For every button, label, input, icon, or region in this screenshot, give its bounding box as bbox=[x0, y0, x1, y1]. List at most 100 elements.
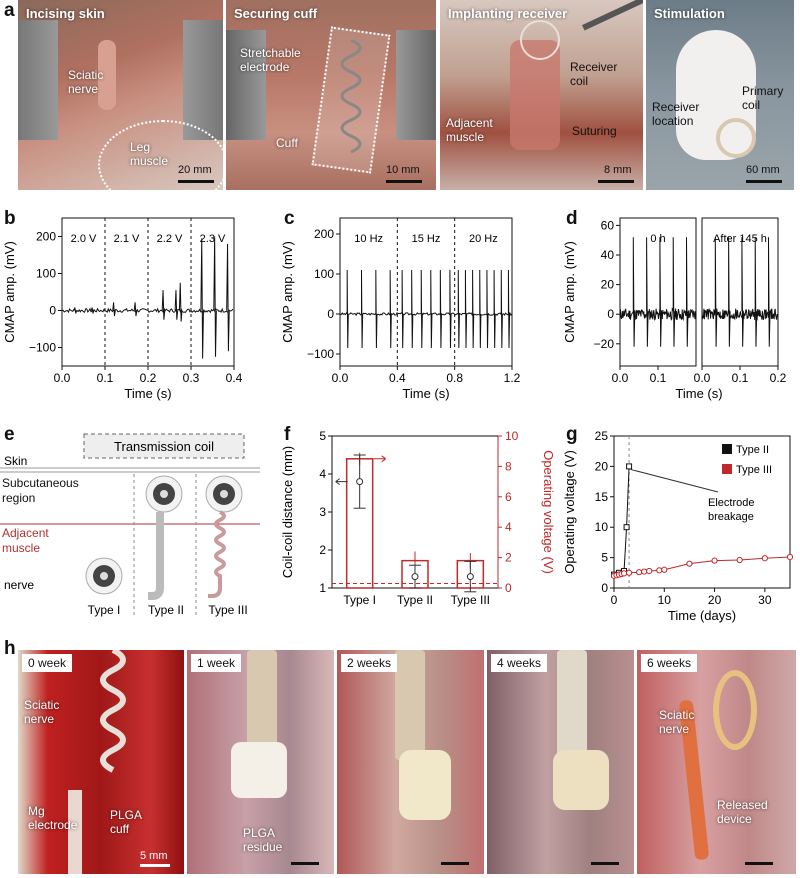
cmap-spike bbox=[161, 290, 166, 320]
y-axis-label: Operating voltage (V) bbox=[562, 450, 577, 574]
x-tick-label: 0.0 bbox=[54, 371, 71, 385]
scale-bar bbox=[745, 862, 773, 865]
y-tick-label: 5 bbox=[601, 551, 608, 565]
scale-label: 5 mm bbox=[140, 850, 168, 862]
annotation-primary-coil: Primary coil bbox=[742, 84, 784, 112]
cmap-spike bbox=[213, 236, 217, 357]
cmap-spike bbox=[493, 269, 496, 349]
y-tick-label: 100 bbox=[36, 267, 56, 281]
annotation-cuff: Cuff bbox=[276, 136, 298, 150]
week-label: 2 weeks bbox=[341, 654, 398, 672]
cmap-spike bbox=[401, 269, 404, 349]
layer-nerve: nerve bbox=[4, 578, 34, 592]
segment-label: 15 Hz bbox=[412, 233, 441, 245]
layer-adjacent-muscle: Adjacent muscle bbox=[2, 526, 49, 555]
cmap-spike bbox=[714, 237, 718, 347]
condition-label: 0 h bbox=[650, 233, 665, 245]
cmap-spike bbox=[361, 269, 364, 349]
cmap-spike bbox=[686, 237, 689, 347]
cmap-spike bbox=[90, 307, 95, 314]
legend-label: Type II bbox=[736, 444, 769, 456]
y-axis-label: CMAP amp. (mV) bbox=[280, 241, 295, 343]
x-tick-label: 0.0 bbox=[332, 371, 349, 385]
x-tick-label: 0.1 bbox=[97, 371, 114, 385]
chart-b-cmap-voltage: 0.0 0.1 0.2 0.3 0.4 −100 0 100 200 Time (s) CMAP a… bbox=[2, 217, 243, 401]
left-axis-arrow bbox=[335, 478, 348, 485]
panel-label-h: h bbox=[4, 638, 16, 659]
y-tick-label: 5 bbox=[319, 429, 326, 443]
segment-label: 2.1 V bbox=[114, 233, 140, 245]
type-iii-point bbox=[761, 555, 768, 562]
y-tick-label: −20 bbox=[594, 337, 615, 351]
chart-g-operating-voltage: 0 10 20 30 0 5 10 15 20 25 Time (days) Operating vo… bbox=[562, 429, 794, 623]
annotation-sciatic-nerve: Sciatic nerve bbox=[68, 68, 104, 96]
scale-bar bbox=[598, 180, 634, 183]
transmission-coil-label: Transmission coil bbox=[114, 439, 214, 454]
x-tick-label: 30 bbox=[758, 593, 772, 607]
legend-label: Type III bbox=[736, 464, 772, 476]
cmap-spike bbox=[200, 238, 204, 359]
cmap-spike bbox=[389, 269, 392, 349]
x-tick-label: 0.2 bbox=[770, 371, 787, 385]
type-ii-receiver-icon bbox=[145, 475, 183, 600]
type-iii-label: Type III bbox=[208, 603, 247, 617]
x-tick-label: Type III bbox=[451, 593, 490, 607]
photo-title: Securing cuff bbox=[234, 6, 318, 21]
photo-title: Implanting receiver bbox=[448, 6, 568, 21]
cmap-spike bbox=[411, 269, 414, 349]
y-right-tick-label: 6 bbox=[505, 490, 512, 504]
segment-label: 20 Hz bbox=[469, 233, 498, 245]
panel-label-d: d bbox=[566, 208, 578, 229]
y-tick-label: 10 bbox=[595, 520, 609, 534]
scale-label: 8 mm bbox=[604, 164, 632, 176]
annotation-electrode-breakage: Electrode breakage bbox=[708, 497, 754, 523]
cmap-spike bbox=[133, 302, 138, 317]
scale-bar bbox=[746, 180, 782, 183]
annotation-released-device: Released device bbox=[717, 798, 768, 826]
photo-6-weeks: 6 weeks Sciatic nerve Released device bbox=[637, 650, 796, 874]
type-iii-point bbox=[641, 568, 648, 575]
type-iii-point bbox=[736, 556, 743, 564]
plot-frame bbox=[613, 435, 791, 589]
panel-label-c: c bbox=[284, 208, 295, 229]
annotation-leader bbox=[630, 468, 719, 493]
x-tick-label: Type I bbox=[343, 593, 376, 607]
cmap-spike bbox=[632, 237, 636, 347]
week-label: 1 week bbox=[191, 654, 242, 672]
x-tick-label: 1.2 bbox=[504, 371, 521, 385]
type-iii-point bbox=[661, 566, 668, 573]
photo-4-weeks: 4 weeks bbox=[487, 650, 634, 874]
cmap-spike bbox=[420, 269, 423, 349]
chart-f-coil-distance: 1 2 3 4 5 0 2 4 6 8 10 Coil-coil distance (mm) Opera… bbox=[280, 429, 556, 607]
photo-1-week: 1 week PLGA residue bbox=[187, 650, 334, 874]
annotation-mg-electrode: Mg electrode bbox=[28, 804, 78, 832]
type-iii-point bbox=[656, 567, 663, 574]
x-tick-label: 0.2 bbox=[140, 371, 157, 385]
y-tick-label: 15 bbox=[595, 490, 609, 504]
x-axis-label: Time (s) bbox=[675, 386, 722, 401]
cmap-spike bbox=[178, 282, 183, 322]
y-tick-label: 60 bbox=[601, 218, 615, 232]
series-line bbox=[613, 466, 630, 576]
cmap-spike bbox=[728, 237, 731, 347]
cmap-spike bbox=[226, 243, 230, 352]
x-tick-label: 0.3 bbox=[183, 371, 200, 385]
annotation-sciatic-nerve: Sciatic nerve bbox=[659, 708, 695, 736]
annotation-stretchable-electrode: Stretchable electrode bbox=[240, 46, 301, 74]
x-tick-label: 20 bbox=[708, 593, 722, 607]
layer-skin: Skin bbox=[4, 454, 27, 468]
cmap-spike bbox=[430, 269, 433, 349]
y-right-tick-label: 2 bbox=[505, 551, 512, 565]
cmap-spike bbox=[659, 237, 662, 347]
photo-stimulation: Stimulation Primary coil Receiver locati… bbox=[646, 0, 794, 190]
y-tick-label: 20 bbox=[601, 278, 615, 292]
distance-point bbox=[411, 573, 419, 581]
y-right-tick-label: 10 bbox=[505, 429, 519, 443]
condition-label: After 145 h bbox=[713, 233, 767, 245]
x-axis-label: Time (s) bbox=[124, 386, 171, 401]
x-axis-label: Time (days) bbox=[668, 608, 736, 623]
scale-label: 10 mm bbox=[386, 164, 420, 176]
cmap-spike bbox=[479, 269, 482, 349]
y-tick-label: 200 bbox=[36, 230, 56, 244]
x-tick-label: 0 bbox=[611, 593, 618, 607]
